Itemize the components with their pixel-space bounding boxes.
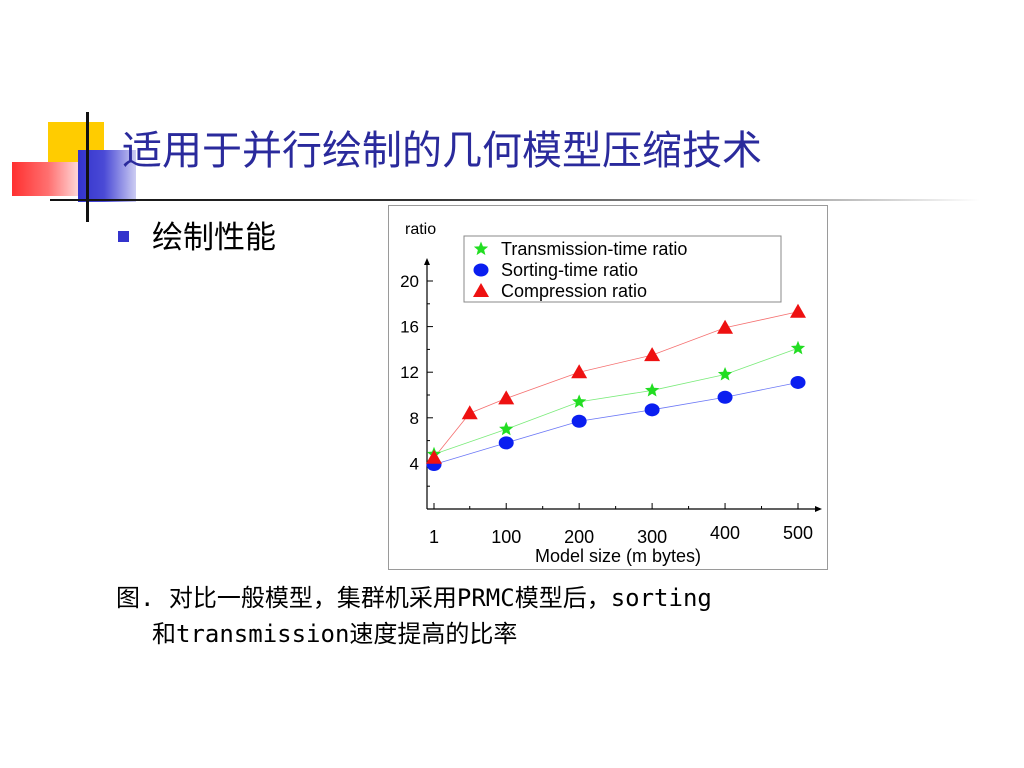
data-point-star bbox=[644, 382, 660, 397]
x-tick-label: 100 bbox=[491, 527, 521, 547]
data-point-star bbox=[572, 394, 587, 408]
x-axis-title: Model size (m bytes) bbox=[535, 546, 701, 566]
data-point-circle bbox=[717, 390, 733, 404]
x-axis-arrow bbox=[815, 506, 822, 512]
chart-series-lines bbox=[433, 311, 799, 465]
legend-marker-star bbox=[473, 241, 489, 256]
chart-marks bbox=[426, 303, 806, 472]
x-tick-label: 300 bbox=[637, 527, 667, 547]
data-point-circle bbox=[498, 436, 514, 450]
legend-label: Compression ratio bbox=[501, 281, 647, 301]
bullet-marker bbox=[118, 231, 129, 242]
y-tick-label: 20 bbox=[400, 272, 419, 291]
figure-caption: 图. 对比一般模型，集群机采用PRMC模型后，sorting 和transmis… bbox=[116, 580, 956, 652]
data-point-circle bbox=[644, 403, 660, 417]
x-tick-label: 200 bbox=[564, 527, 594, 547]
slide-title: 适用于并行绘制的几何模型压缩技术 bbox=[122, 128, 762, 174]
x-tick-label: 400 bbox=[710, 523, 740, 543]
data-point-triangle bbox=[426, 449, 442, 464]
data-point-star bbox=[717, 366, 733, 381]
legend-label: Transmission-time ratio bbox=[501, 239, 687, 259]
data-point-triangle bbox=[790, 303, 806, 318]
legend-label: Sorting-time ratio bbox=[501, 260, 638, 280]
data-point-circle bbox=[571, 414, 587, 428]
caption-line-2: 和transmission速度提高的比率 bbox=[152, 620, 518, 648]
legend-box bbox=[463, 235, 782, 303]
y-tick-label: 12 bbox=[400, 363, 419, 382]
data-point-star bbox=[790, 340, 806, 355]
bullet-text: 绘制性能 bbox=[152, 220, 276, 256]
data-point-triangle bbox=[571, 364, 588, 379]
chart-container: Transmission-time ratio Sorting-time rati… bbox=[388, 205, 828, 570]
data-point-triangle bbox=[461, 405, 478, 420]
decor-vertical-line bbox=[86, 112, 89, 222]
decor-red-square bbox=[12, 162, 78, 196]
legend-marker-circle bbox=[473, 263, 489, 277]
series-line bbox=[433, 382, 799, 465]
series-line bbox=[433, 347, 799, 455]
caption-line-1: 图. 对比一般模型，集群机采用PRMC模型后，sorting bbox=[116, 584, 712, 612]
data-point-triangle bbox=[498, 390, 515, 405]
chart-labels: 4 8 12 16 20 1 100 200 300 400 500 ratio Model size … bbox=[400, 221, 813, 566]
y-axis-title: ratio bbox=[405, 221, 436, 238]
series-line bbox=[433, 311, 799, 458]
chart-axes bbox=[424, 258, 822, 512]
data-point-triangle bbox=[644, 347, 661, 362]
y-tick-label: 8 bbox=[410, 409, 419, 428]
y-tick-label: 4 bbox=[410, 454, 419, 473]
decor-horizontal-line bbox=[50, 199, 980, 201]
legend-marker-triangle bbox=[473, 283, 489, 297]
data-point-star bbox=[499, 421, 514, 436]
data-point-triangle bbox=[717, 319, 734, 334]
y-axis-arrow bbox=[424, 258, 430, 265]
x-tick-label: 1 bbox=[429, 527, 439, 547]
y-tick-label: 16 bbox=[400, 318, 419, 337]
x-tick-label: 500 bbox=[783, 523, 813, 543]
data-point-circle bbox=[790, 375, 806, 389]
